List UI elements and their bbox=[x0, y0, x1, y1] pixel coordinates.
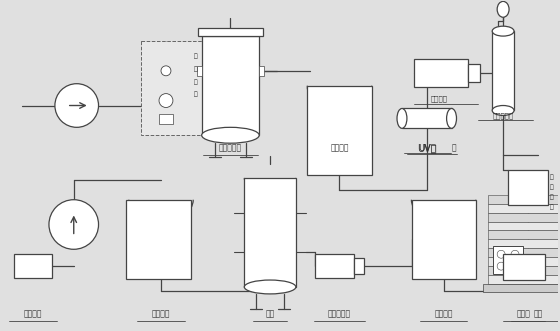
Bar bbox=[508, 170, 548, 205]
Bar bbox=[197, 66, 202, 76]
Bar bbox=[493, 246, 523, 274]
Bar bbox=[488, 275, 560, 284]
Bar bbox=[402, 109, 451, 128]
Ellipse shape bbox=[446, 109, 456, 128]
Circle shape bbox=[55, 84, 99, 127]
Text: 净: 净 bbox=[194, 53, 198, 59]
Bar bbox=[259, 66, 264, 76]
Bar bbox=[412, 200, 477, 279]
Bar bbox=[307, 86, 372, 175]
Text: 置: 置 bbox=[194, 92, 198, 97]
Bar bbox=[468, 64, 480, 82]
Bar bbox=[483, 284, 560, 292]
Bar bbox=[244, 178, 296, 287]
Bar bbox=[14, 254, 52, 278]
Ellipse shape bbox=[397, 109, 407, 128]
Text: 中间水箱: 中间水箱 bbox=[435, 309, 453, 318]
Bar bbox=[202, 36, 259, 135]
Ellipse shape bbox=[492, 26, 514, 36]
Bar bbox=[488, 248, 560, 257]
Bar bbox=[315, 254, 354, 278]
Circle shape bbox=[49, 200, 99, 249]
Bar bbox=[127, 200, 191, 279]
Circle shape bbox=[511, 250, 519, 258]
Text: 装: 装 bbox=[194, 79, 198, 84]
Bar bbox=[492, 31, 514, 111]
Text: 预增压泵: 预增压泵 bbox=[430, 95, 447, 102]
Text: UV灯: UV灯 bbox=[417, 143, 437, 153]
Circle shape bbox=[159, 94, 173, 108]
Text: 除盐水泵: 除盐水泵 bbox=[24, 309, 43, 318]
Bar bbox=[488, 230, 560, 239]
Ellipse shape bbox=[492, 106, 514, 116]
Text: 除盐水箱: 除盐水箱 bbox=[152, 309, 170, 318]
Bar bbox=[198, 28, 263, 36]
Circle shape bbox=[497, 250, 505, 258]
Text: 混床提升泵: 混床提升泵 bbox=[328, 309, 351, 318]
Text: 混床: 混床 bbox=[265, 309, 275, 318]
Text: 高压泵: 高压泵 bbox=[517, 309, 531, 318]
Bar bbox=[488, 239, 560, 248]
Text: 纤维过滤器: 纤维过滤器 bbox=[219, 144, 242, 153]
Text: 装: 装 bbox=[550, 194, 553, 200]
Text: 灯: 灯 bbox=[451, 144, 456, 153]
Bar bbox=[488, 213, 560, 221]
Circle shape bbox=[497, 262, 505, 270]
Circle shape bbox=[161, 66, 171, 76]
Bar bbox=[488, 257, 560, 266]
Ellipse shape bbox=[497, 1, 509, 17]
Text: 膜堆: 膜堆 bbox=[533, 309, 543, 318]
Bar bbox=[159, 115, 173, 124]
Bar bbox=[488, 221, 560, 230]
Text: 置: 置 bbox=[550, 204, 553, 210]
Text: 乙: 乙 bbox=[550, 174, 553, 180]
Ellipse shape bbox=[202, 127, 259, 143]
Bar bbox=[141, 41, 206, 135]
Text: 水: 水 bbox=[194, 66, 198, 71]
Text: 滤: 滤 bbox=[550, 184, 553, 190]
Ellipse shape bbox=[244, 280, 296, 294]
Bar bbox=[354, 258, 365, 274]
Text: UV灯: UV灯 bbox=[418, 144, 436, 153]
Bar bbox=[488, 266, 560, 275]
Text: 过滤水箱: 过滤水箱 bbox=[330, 144, 349, 153]
Circle shape bbox=[511, 262, 519, 270]
Bar bbox=[488, 204, 560, 213]
Text: 保安过滤器: 保安过滤器 bbox=[492, 112, 514, 119]
Bar bbox=[414, 59, 468, 87]
Bar bbox=[503, 254, 545, 280]
Bar bbox=[488, 195, 560, 204]
